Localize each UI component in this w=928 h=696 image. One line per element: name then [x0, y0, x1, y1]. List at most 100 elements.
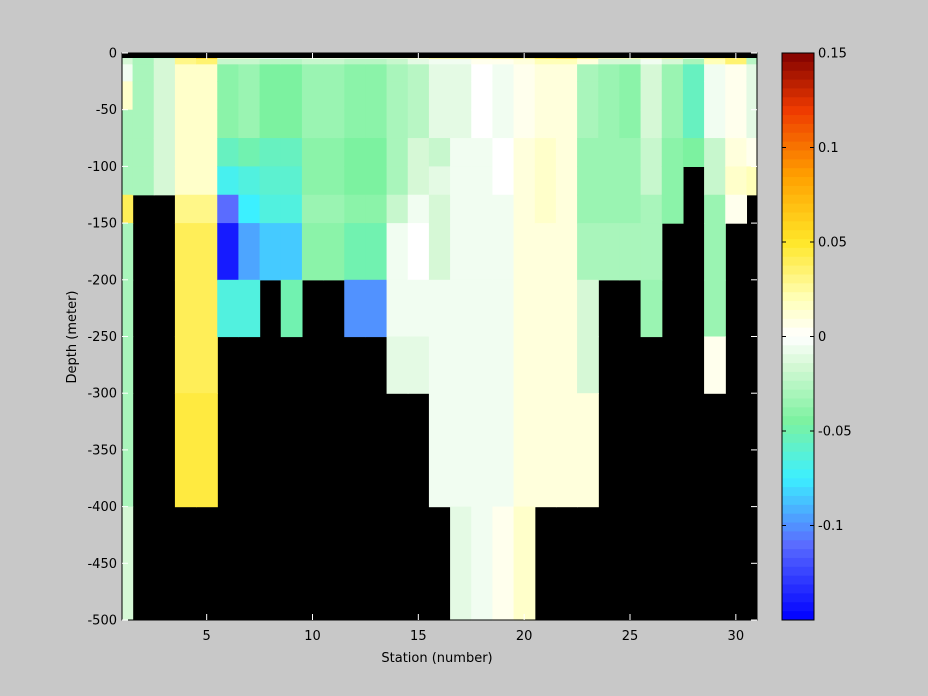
- heatmap-cell: [746, 64, 758, 82]
- heatmap-cell: [365, 64, 388, 82]
- heatmap-cells: [122, 53, 758, 621]
- heatmap-cell: [513, 58, 536, 65]
- heatmap-cell: [492, 81, 515, 111]
- heatmap-cell: [365, 166, 388, 196]
- colorbar-band: [782, 540, 814, 550]
- heatmap-cell: [122, 279, 134, 338]
- heatmap-cell: [640, 58, 663, 65]
- heatmap-cell: [428, 279, 451, 338]
- heatmap-cell: [238, 138, 261, 167]
- heatmap-cell: [704, 336, 726, 394]
- colorbar-band: [782, 203, 814, 213]
- heatmap-cell: [577, 194, 599, 224]
- heatmap-cell: [428, 336, 451, 394]
- heatmap-cell: [725, 109, 748, 139]
- colorbar-band: [782, 513, 814, 524]
- heatmap-cell: [386, 138, 409, 167]
- colorbar-band: [782, 115, 814, 125]
- colorbar-band: [782, 495, 814, 506]
- heatmap-cell: [122, 64, 134, 82]
- heatmap-cell: [513, 64, 536, 82]
- heatmap-cell: [217, 223, 240, 281]
- heatmap-cell: [217, 166, 240, 196]
- heatmap-cell: [725, 138, 748, 167]
- heatmap-cell: [323, 223, 345, 281]
- heatmap-cell: [196, 138, 218, 167]
- colorbar-band: [782, 274, 814, 284]
- heatmap-cell: [428, 58, 451, 65]
- heatmap-cell: [196, 279, 218, 338]
- heatmap-cell: [492, 109, 515, 139]
- heatmap-cell: [122, 194, 134, 224]
- heatmap-cell: [492, 138, 515, 167]
- plot-area: [121, 52, 758, 621]
- heatmap-cell: [450, 506, 472, 621]
- colorbar-band: [782, 611, 814, 621]
- heatmap-cell: [640, 81, 663, 111]
- heatmap-cell: [492, 166, 515, 196]
- heatmap-cell: [450, 166, 472, 196]
- heatmap-cell: [365, 223, 388, 281]
- heatmap-cell: [174, 109, 197, 139]
- y-tick-label: -350: [87, 443, 117, 458]
- heatmap-cell: [196, 109, 218, 139]
- heatmap-cell: [661, 58, 684, 65]
- heatmap-cell: [534, 109, 557, 139]
- heatmap-cell: [280, 138, 303, 167]
- heatmap-cell: [513, 279, 536, 338]
- heatmap-cell: [280, 223, 303, 281]
- heatmap-cell: [704, 166, 726, 196]
- heatmap-cell: [407, 64, 430, 82]
- colorbar-band: [782, 584, 814, 594]
- heatmap-cell: [471, 138, 494, 167]
- heatmap-cell: [746, 166, 758, 196]
- heatmap-cell: [682, 58, 705, 65]
- colorbar-band: [782, 221, 814, 231]
- heatmap-cell: [238, 58, 261, 65]
- heatmap-cell: [534, 81, 557, 111]
- heatmap-cell: [323, 109, 345, 139]
- colorbar-band: [782, 185, 814, 196]
- heatmap-cell: [450, 194, 472, 224]
- heatmap-cell: [704, 58, 726, 65]
- heatmap-cell: [492, 336, 515, 394]
- y-axis-label: Depth (meter): [65, 291, 80, 384]
- heatmap-cell: [386, 336, 409, 394]
- colorbar-band: [782, 478, 814, 488]
- heatmap-cell: [555, 81, 578, 111]
- heatmap-cell: [492, 64, 515, 82]
- colorbar-band: [782, 61, 814, 72]
- heatmap-cell: [174, 223, 197, 281]
- heatmap-cell: [174, 166, 197, 196]
- heatmap-cell: [746, 138, 758, 167]
- colorbar-band: [782, 141, 814, 151]
- heatmap-cell: [619, 166, 642, 196]
- heatmap-cell: [344, 194, 367, 224]
- colorbar: 0.15 0.1 0.05 0 -0.05 -0.1: [781, 47, 852, 621]
- heatmap-cell: [471, 279, 494, 338]
- heatmap-cell: [174, 336, 197, 394]
- heatmap-cell: [555, 194, 578, 224]
- heatmap-cell: [301, 223, 324, 281]
- heatmap-cell: [301, 138, 324, 167]
- heatmap-cell: [259, 81, 282, 111]
- colorbar-tick-label: 0.05: [818, 236, 847, 251]
- heatmap-cell: [534, 58, 557, 65]
- colorbar-band: [782, 292, 814, 302]
- heatmap-cell: [661, 64, 684, 82]
- heatmap-cell: [513, 223, 536, 281]
- colorbar-band: [782, 451, 814, 462]
- heatmap-cell: [640, 194, 663, 224]
- heatmap-cell: [386, 58, 409, 65]
- colorbar-band: [782, 398, 814, 408]
- heatmap-cell: [619, 223, 642, 281]
- heatmap-cell: [407, 279, 430, 338]
- colorbar-band: [782, 371, 814, 382]
- heatmap-cell: [428, 166, 451, 196]
- heatmap-cell: [301, 58, 324, 65]
- heatmap-cell: [704, 223, 726, 281]
- heatmap-cell: [259, 138, 282, 167]
- heatmap-cell: [407, 138, 430, 167]
- heatmap-cell: [450, 64, 472, 82]
- heatmap-cell: [323, 58, 345, 65]
